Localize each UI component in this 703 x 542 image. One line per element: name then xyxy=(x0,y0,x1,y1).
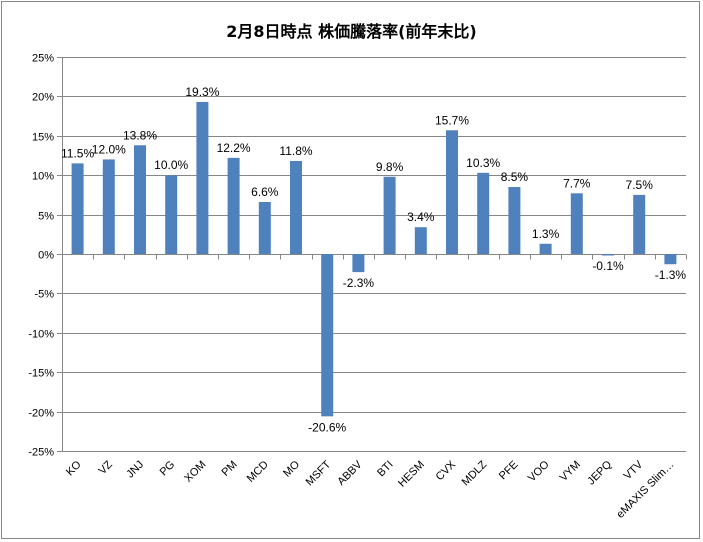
y-tick-label: 0% xyxy=(38,250,54,262)
data-label: 19.3% xyxy=(185,85,219,99)
x-category-label: VZ xyxy=(96,458,115,477)
x-category-label: MO xyxy=(281,458,302,479)
x-category-label: CVX xyxy=(434,458,459,483)
bar xyxy=(508,187,521,254)
bar xyxy=(570,193,583,254)
x-category-label: HESM xyxy=(396,459,427,490)
data-label: -20.6% xyxy=(308,420,346,434)
data-label: 15.7% xyxy=(435,113,469,127)
data-label: 7.5% xyxy=(626,178,654,192)
y-tick-label: 15% xyxy=(32,132,54,144)
x-category-label: VTV xyxy=(622,458,646,482)
bar xyxy=(539,243,552,254)
bar xyxy=(102,159,115,254)
bar xyxy=(196,101,209,254)
x-category-label: KO xyxy=(64,458,84,478)
x-category-label: VYM xyxy=(558,459,583,484)
bar xyxy=(71,163,84,254)
data-label: 13.8% xyxy=(123,128,157,142)
x-category-label: PG xyxy=(158,459,178,479)
bar xyxy=(414,227,427,254)
x-category-label: PM xyxy=(220,459,240,479)
x-category-label: XOM xyxy=(182,459,208,485)
data-label: 10.3% xyxy=(466,156,500,170)
y-tick-label: -5% xyxy=(34,289,54,301)
data-label: 7.7% xyxy=(563,176,591,190)
bar xyxy=(352,254,365,273)
y-tick-label: -15% xyxy=(28,368,54,380)
y-tick-label: -25% xyxy=(28,447,54,459)
data-label: -2.3% xyxy=(343,276,375,290)
bar xyxy=(383,176,396,254)
data-label: 10.0% xyxy=(154,158,188,172)
data-label: 1.3% xyxy=(532,227,560,241)
chart-title: 2月8日時点 株価騰落率(前年末比) xyxy=(226,22,477,41)
data-label: 9.8% xyxy=(376,160,404,174)
data-label: 6.6% xyxy=(251,185,279,199)
data-label: 11.5% xyxy=(61,146,94,160)
y-tick-label: -10% xyxy=(28,329,54,341)
x-category-label: PFE xyxy=(497,459,521,483)
bar xyxy=(165,175,178,254)
bar xyxy=(446,130,458,254)
x-category-label: eMAXIS Slim… xyxy=(614,459,676,521)
x-category-label: ABBV xyxy=(335,458,365,488)
x-category-label: VOO xyxy=(526,458,552,484)
data-label: 3.4% xyxy=(407,210,435,224)
data-label: 8.5% xyxy=(501,170,529,184)
bar xyxy=(602,254,614,256)
bar xyxy=(477,172,490,254)
data-label: 12.0% xyxy=(92,142,126,156)
x-category-label: JNJ xyxy=(124,459,146,481)
y-tick-label: -20% xyxy=(28,408,54,420)
bar xyxy=(227,157,240,254)
y-tick-label: 10% xyxy=(32,171,54,183)
y-tick-label: 5% xyxy=(38,211,54,223)
x-category-label: JEPQ xyxy=(585,458,614,487)
y-tick-label: 20% xyxy=(32,92,54,104)
bar xyxy=(321,254,334,417)
x-category-label: MCD xyxy=(245,459,271,485)
x-category-label: MDLZ xyxy=(460,458,490,488)
bar xyxy=(134,145,146,254)
x-category-label: MSFT xyxy=(304,458,334,488)
bar xyxy=(664,254,677,265)
bar xyxy=(258,201,271,254)
data-label: 11.8% xyxy=(279,144,312,158)
y-tick-label: 25% xyxy=(32,53,54,65)
x-category-label: BTI xyxy=(375,459,396,480)
bar xyxy=(290,161,302,254)
bar xyxy=(633,194,646,254)
data-label: -1.3% xyxy=(655,268,687,282)
data-label: -0.1% xyxy=(592,259,624,273)
data-label: 12.2% xyxy=(217,141,251,155)
